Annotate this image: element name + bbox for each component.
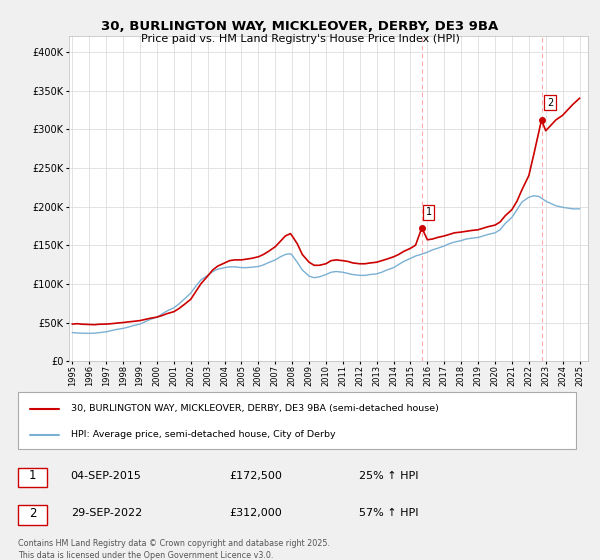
Text: 25% ↑ HPI: 25% ↑ HPI xyxy=(359,471,418,481)
Text: 2: 2 xyxy=(29,507,36,520)
Text: £312,000: £312,000 xyxy=(229,508,282,519)
Text: 57% ↑ HPI: 57% ↑ HPI xyxy=(359,508,418,519)
Text: HPI: Average price, semi-detached house, City of Derby: HPI: Average price, semi-detached house,… xyxy=(71,430,335,439)
Text: 2: 2 xyxy=(547,98,553,108)
Text: 1: 1 xyxy=(425,207,431,217)
Text: £172,500: £172,500 xyxy=(229,471,283,481)
Bar xyxy=(18,468,47,487)
Bar xyxy=(18,391,577,449)
Text: Contains HM Land Registry data © Crown copyright and database right 2025.
This d: Contains HM Land Registry data © Crown c… xyxy=(18,539,330,559)
Text: 29-SEP-2022: 29-SEP-2022 xyxy=(71,508,142,519)
Bar xyxy=(18,505,47,525)
Text: 04-SEP-2015: 04-SEP-2015 xyxy=(71,471,142,481)
Text: Price paid vs. HM Land Registry's House Price Index (HPI): Price paid vs. HM Land Registry's House … xyxy=(140,34,460,44)
Text: 1: 1 xyxy=(29,469,36,482)
Text: 30, BURLINGTON WAY, MICKLEOVER, DERBY, DE3 9BA: 30, BURLINGTON WAY, MICKLEOVER, DERBY, D… xyxy=(101,20,499,32)
Text: 30, BURLINGTON WAY, MICKLEOVER, DERBY, DE3 9BA (semi-detached house): 30, BURLINGTON WAY, MICKLEOVER, DERBY, D… xyxy=(71,404,439,413)
